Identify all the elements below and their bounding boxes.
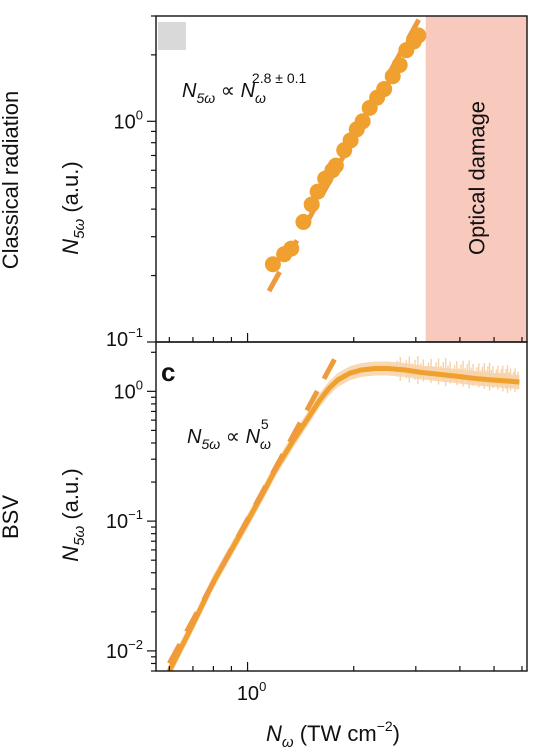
data-line-bsv [167, 366, 520, 671]
tick-label: 100 [114, 377, 143, 403]
tick-label: 10−1 [106, 325, 143, 351]
uncertainty-band [169, 361, 520, 671]
row-label-bsv: BSV [0, 495, 23, 539]
tick-label: 100 [114, 107, 143, 133]
x-axis-label: Nω (TW cm−2) [266, 718, 400, 751]
legend-swatch [158, 22, 186, 50]
data-point [264, 256, 281, 273]
y-axis-label-bsv: N5ω (a.u.) [58, 468, 88, 561]
panel-c: 100 10−1 10−2 100 c N5ω ∝ Nω5 BSV N5ω (a.u.… [0, 351, 523, 751]
data-point [283, 240, 300, 257]
data-point [295, 213, 312, 230]
power-law-annotation-classical: N5ω ∝ Nω2.8 ± 0.1 [182, 70, 307, 106]
fit-line-bsv [167, 352, 340, 665]
optical-damage-region [425, 16, 527, 342]
data-point [309, 183, 326, 200]
row-label-classical: Classical radiation [0, 91, 23, 270]
data-point [303, 196, 320, 213]
data-point [391, 56, 408, 73]
panel-classical: Optical damage 100 10−1 N5ω ∝ Nω2.8 ± 0.1… [0, 15, 527, 351]
panel-letter-c: c [161, 357, 175, 387]
data-point [354, 113, 371, 130]
y-axis-label-classical: N5ω (a.u.) [58, 161, 88, 254]
data-point [410, 27, 427, 44]
tick-label: 100 [237, 679, 266, 705]
axes-frame-bsv [155, 341, 528, 672]
optical-damage-label: Optical damage [464, 101, 489, 255]
tick-label: 10−1 [106, 507, 143, 533]
data-point [376, 81, 393, 98]
power-law-annotation-bsv: N5ω ∝ Nω5 [187, 416, 271, 452]
tick-label: 10−2 [106, 637, 143, 663]
data-point [327, 157, 344, 174]
